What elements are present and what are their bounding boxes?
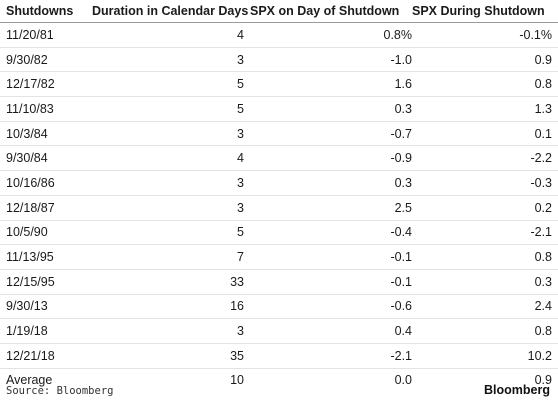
cell-spx-day: -2.1	[250, 343, 412, 369]
cell-spx-during: 0.9	[534, 373, 552, 388]
table-row: 9/30/84 4 -0.9 -2.2	[0, 145, 558, 172]
cell-duration: 16	[88, 294, 250, 320]
cell-spx-day: 0.0	[394, 373, 412, 388]
cell-date: 9/30/13	[0, 294, 88, 320]
shutdown-table: Shutdowns Duration in Calendar Days SPX …	[0, 0, 558, 393]
cell-duration: 3	[88, 47, 250, 73]
table-header-row: Shutdowns Duration in Calendar Days SPX …	[0, 0, 558, 23]
cell-duration: 4	[88, 145, 250, 172]
cell-spx-during: 10.2	[412, 343, 558, 369]
cell-duration: 3	[88, 318, 250, 344]
cell-duration: 3	[88, 170, 250, 196]
cell-spx-day: -0.1	[250, 269, 412, 295]
cell-spx-day: -0.6	[250, 294, 412, 320]
header-duration: Duration in Calendar Days	[88, 0, 250, 23]
cell-spx-day: 0.8%	[250, 22, 412, 48]
header-shutdowns: Shutdowns	[0, 0, 88, 23]
cell-date: 9/30/82	[0, 47, 88, 73]
cell-spx-day: -1.0	[250, 47, 412, 73]
table-row: 11/13/95 7 -0.1 0.8	[0, 244, 558, 270]
cell-duration: 3	[88, 121, 250, 147]
table-row: 10/3/84 3 -0.7 0.1	[0, 121, 558, 147]
cell-date: 1/19/18	[0, 318, 88, 344]
cell-date: 12/18/87	[0, 195, 88, 221]
cell-spx-day: 1.6	[250, 71, 412, 98]
cell-duration: 3	[88, 195, 250, 221]
cell-duration: 5	[88, 96, 250, 122]
cell-date: Average	[6, 373, 53, 388]
table-row: 9/30/13 16 -0.6 2.4	[0, 294, 558, 320]
cell-spx-during: -0.1%	[412, 22, 558, 48]
cell-duration: 33	[88, 269, 250, 295]
table-row: 12/15/95 33 -0.1 0.3	[0, 269, 558, 295]
cell-spx-day: -0.9	[250, 145, 412, 172]
cell-spx-day: -0.4	[250, 220, 412, 246]
cell-date: 10/5/90	[0, 220, 88, 246]
table-row: 10/5/90 5 -0.4 -2.1	[0, 220, 558, 246]
cell-spx-during: -2.2	[412, 145, 558, 172]
cell-date: 11/20/81	[0, 22, 88, 48]
cell-duration: 4	[88, 22, 250, 48]
cell-spx-during: 0.2	[412, 195, 558, 221]
cell-spx-during: 1.3	[412, 96, 558, 122]
header-spx-during: SPX During Shutdown	[412, 0, 558, 23]
cell-spx-during: 2.4	[412, 294, 558, 320]
cell-date: 11/13/95	[0, 244, 88, 270]
cell-spx-day: 0.3	[250, 170, 412, 196]
table-row: 11/20/81 4 0.8% -0.1%	[0, 22, 558, 48]
cell-duration: 5	[88, 220, 250, 246]
cell-spx-during: -0.3	[412, 170, 558, 196]
cell-date: 12/15/95	[0, 269, 88, 295]
cell-date: 9/30/84	[0, 145, 88, 172]
cell-date: 11/10/83	[0, 96, 88, 122]
shutdown-table-container: Shutdowns Duration in Calendar Days SPX …	[0, 0, 558, 393]
cell-spx-during: 0.8	[412, 244, 558, 270]
cell-spx-during: -2.1	[412, 220, 558, 246]
cell-spx-during: 0.3	[412, 269, 558, 295]
cell-spx-day: 0.4	[250, 318, 412, 344]
cell-date: 12/21/18	[0, 343, 88, 369]
cell-spx-during: 0.8	[412, 318, 558, 344]
cell-duration: 35	[88, 343, 250, 369]
cell-spx-during: 0.9	[412, 47, 558, 73]
source-note: Source: Bloomberg	[6, 385, 114, 397]
table-row: 12/17/82 5 1.6 0.8	[0, 71, 558, 98]
table-body: 11/20/81 4 0.8% -0.1% 9/30/82 3 -1.0 0.9 12/17/8…	[0, 22, 558, 393]
table-row: 1/19/18 3 0.4 0.8	[0, 318, 558, 344]
cell-spx-day: -0.7	[250, 121, 412, 147]
table-row: 12/18/87 3 2.5 0.2	[0, 195, 558, 221]
cell-spx-during: 0.1	[412, 121, 558, 147]
cell-spx-during: 0.8	[412, 71, 558, 98]
cell-date: 10/16/86	[0, 170, 88, 196]
table-row: 10/16/86 3 0.3 -0.3	[0, 170, 558, 196]
table-row: Average 10 0.0 0.9	[0, 368, 558, 392]
header-spx-day: SPX on Day of Shutdown	[250, 0, 412, 23]
cell-spx-day: 2.5	[250, 195, 412, 221]
cell-duration: 10	[230, 373, 244, 388]
cell-duration: 5	[88, 71, 250, 98]
cell-date: 10/3/84	[0, 121, 88, 147]
cell-spx-day: 0.3	[250, 96, 412, 122]
cell-date: 12/17/82	[0, 71, 88, 98]
table-row: 11/10/83 5 0.3 1.3	[0, 96, 558, 122]
table-row: 12/21/18 35 -2.1 10.2	[0, 343, 558, 369]
cell-spx-day: -0.1	[250, 244, 412, 270]
footer: Source: Bloomberg Bloomberg	[0, 382, 558, 404]
cell-duration: 7	[88, 244, 250, 270]
table-row: 9/30/82 3 -1.0 0.9	[0, 47, 558, 73]
bloomberg-logo: Bloomberg	[484, 383, 550, 397]
